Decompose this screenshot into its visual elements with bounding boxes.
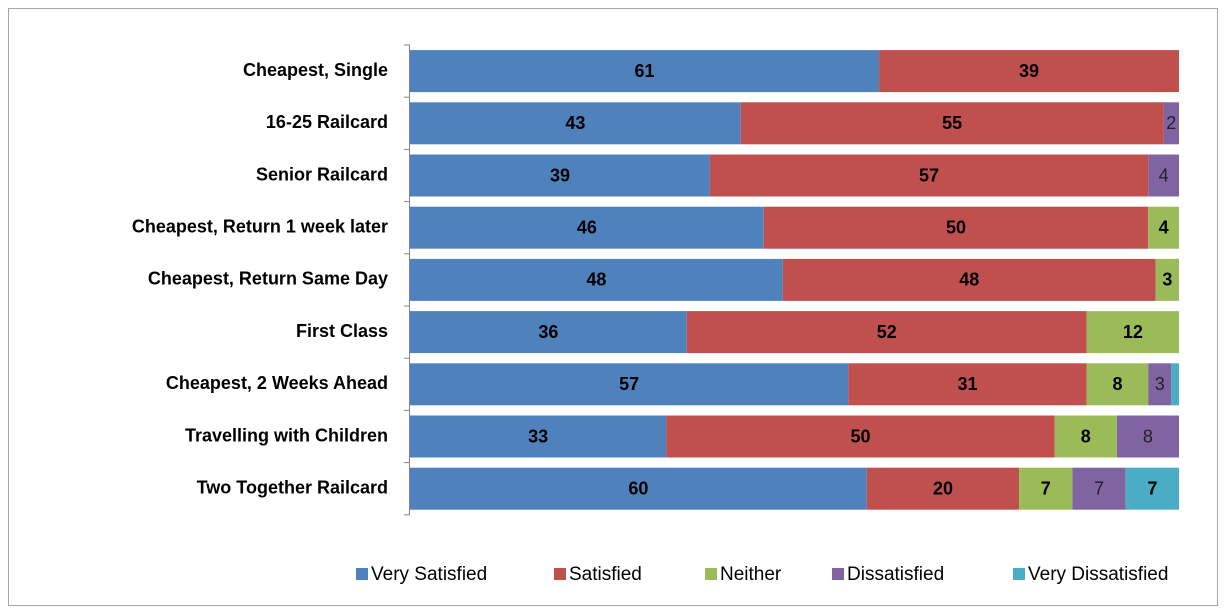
legend-swatch <box>832 568 844 580</box>
bar-segment <box>1125 467 1179 510</box>
data-label: 50 <box>851 426 871 446</box>
data-label: 39 <box>1019 61 1039 81</box>
legend-label: Dissatisfied <box>847 564 944 585</box>
legend-label: Satisfied <box>569 564 642 585</box>
bar-segment <box>666 415 1055 458</box>
bar-segment <box>763 206 1149 249</box>
bar-segment <box>1148 154 1179 197</box>
legend-swatch <box>356 568 368 580</box>
bar-segment <box>709 154 1149 197</box>
category-label: Two Together Railcard <box>197 477 388 497</box>
bar-segment <box>686 311 1087 354</box>
bar-segment <box>1072 467 1126 510</box>
bar-segment <box>782 258 1156 301</box>
category-label: Travelling with Children <box>185 425 388 445</box>
category-label: Senior Railcard <box>256 164 388 184</box>
data-label: 55 <box>942 113 962 133</box>
legend-label: Neither <box>720 564 782 585</box>
data-label: 7 <box>1041 478 1051 498</box>
bar-segment <box>410 415 667 458</box>
legend-swatch <box>1013 568 1025 580</box>
data-label: 3 <box>1155 374 1165 394</box>
data-label: 2 <box>1166 113 1176 133</box>
data-label: 8 <box>1143 426 1153 446</box>
bar-segment <box>1019 467 1073 510</box>
data-label: 52 <box>877 322 897 342</box>
data-label: 61 <box>635 61 655 81</box>
bar-segment <box>1148 206 1179 249</box>
bar-segment <box>879 50 1179 93</box>
category-label: First Class <box>296 321 388 341</box>
legend-swatch <box>705 568 717 580</box>
data-label: 4 <box>1159 165 1169 185</box>
category-label: 16-25 Railcard <box>266 112 388 132</box>
legend-label: Very Dissatisfied <box>1028 564 1168 585</box>
bar-segment <box>410 363 849 406</box>
data-label: 33 <box>528 426 548 446</box>
bar-segment <box>1148 363 1172 406</box>
bar-segment <box>410 311 687 354</box>
bar-segment <box>410 102 741 145</box>
data-label: 36 <box>538 322 558 342</box>
bar-segment <box>848 363 1087 406</box>
category-label: Cheapest, 2 Weeks Ahead <box>166 373 388 393</box>
bar-segment <box>740 102 1164 145</box>
data-label: 12 <box>1123 322 1143 342</box>
data-label: 48 <box>959 270 979 290</box>
bar-segment <box>410 154 710 197</box>
bar-segment <box>1171 363 1179 406</box>
bar-segment <box>410 206 764 249</box>
category-label: Cheapest, Single <box>243 60 388 80</box>
data-label: 8 <box>1081 426 1091 446</box>
data-label: 7 <box>1147 478 1157 498</box>
data-label: 31 <box>958 374 978 394</box>
bar-segment <box>1054 415 1117 458</box>
data-label: 48 <box>586 270 606 290</box>
bar-segment <box>1086 363 1149 406</box>
data-label: 8 <box>1112 374 1122 394</box>
bar-segment <box>1086 311 1179 354</box>
data-label: 43 <box>565 113 585 133</box>
data-label: 57 <box>919 165 939 185</box>
data-label: 60 <box>628 478 648 498</box>
bar-segment <box>1163 102 1179 145</box>
bar-segment <box>1116 415 1179 458</box>
legend-label: Very Satisfied <box>371 564 487 585</box>
data-label: 57 <box>619 374 639 394</box>
category-label: Cheapest, Return Same Day <box>148 269 388 289</box>
data-label: 46 <box>577 217 597 237</box>
data-label: 50 <box>946 217 966 237</box>
data-label: 4 <box>1159 217 1169 237</box>
bar-segment <box>410 258 783 301</box>
bar-segment <box>410 467 867 510</box>
legend-swatch <box>554 568 566 580</box>
data-label: 39 <box>550 165 570 185</box>
data-label: 20 <box>933 478 953 498</box>
bar-segment <box>1155 258 1179 301</box>
bar-segment <box>410 50 880 93</box>
data-label: 7 <box>1094 478 1104 498</box>
chart-frame <box>8 8 1218 606</box>
bar-segment <box>866 467 1020 510</box>
category-label: Cheapest, Return 1 week later <box>132 216 388 236</box>
data-label: 3 <box>1162 270 1172 290</box>
